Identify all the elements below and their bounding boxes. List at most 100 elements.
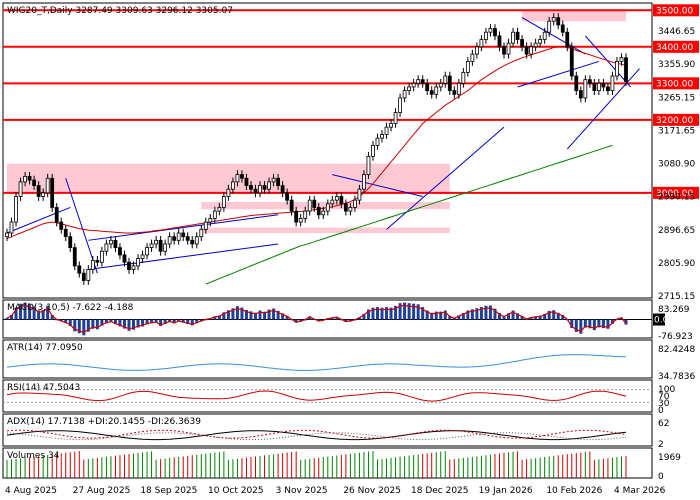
macd-bar-118 [538,315,542,320]
candle-body-127 [578,90,583,99]
macd-bar-130 [592,319,596,331]
candle-body-133 [606,86,610,92]
indicator-panel-4: 62 2 ADX(14) 17.7138 +DI:20.1455 -DI:26.36… [2,413,669,450]
macd-bar-95 [434,311,438,320]
candle-body-59 [271,177,276,183]
candle-body-81 [371,144,375,157]
candle-body-76 [348,207,353,212]
candle-body-118 [538,39,543,44]
candle-77 [353,195,357,212]
macd-bar-29 [136,319,140,328]
candle-body-126 [574,75,579,92]
candle-body-87 [398,97,402,113]
candle-46 [212,206,217,223]
macd-bar-73 [335,316,339,320]
candle-79 [362,170,366,194]
macd-bar-9 [46,305,50,320]
candle-85 [389,119,393,132]
candle-body-24 [113,239,118,249]
candle-11 [54,203,59,227]
macd-bar-23 [109,319,113,323]
candle-51 [235,170,240,187]
macd-bar-47 [217,315,221,320]
macd-bar-78 [357,317,361,320]
x-axis: 4 Aug 2025 27 Aug 2025 18 Sep 2025 10 Oct 2… [5,486,666,496]
candle-body-9 [45,177,50,194]
candle-body-44 [203,221,208,230]
candle-body-90 [411,82,416,88]
candle-body-91 [416,79,421,84]
candle-body-105 [479,39,484,48]
macd-bar-129 [588,319,592,329]
candle-27 [127,257,131,274]
macd-bar-102 [466,310,470,320]
candle-body-52 [240,174,244,179]
macd-bar-90 [412,303,416,320]
macd-bar-131 [597,319,601,328]
candle-body-3 [18,181,23,197]
candle-87 [398,93,402,117]
macd-bar-54 [249,311,253,320]
candle-body-6 [32,179,37,186]
candle-body-97 [443,75,448,84]
candle-0 [5,228,9,242]
candle-body-95 [434,86,439,95]
macd-bar-14 [68,319,72,327]
candle-body-2 [14,196,18,223]
macd-bar-100 [457,315,461,320]
candle-body-92 [420,79,425,84]
candle-53 [244,173,249,190]
candle-body-129 [587,79,592,84]
macd-bar-25 [118,319,122,327]
macd-bar-28 [132,319,136,330]
macd-bar-106 [484,305,488,320]
candle-81 [371,141,375,161]
candle-15 [72,243,77,271]
x-tick-label-2: 18 Sep 2025 [140,486,197,496]
level-tag-0: 3500.00 [653,4,699,17]
macd-bar-1 [10,314,14,320]
candle-body-15 [72,247,77,267]
macd-bar-21 [100,319,104,326]
x-tick-label-6: 18 Dec 2025 [411,486,469,496]
y-tick-label-5: 2990.15 [658,193,695,203]
zone-2 [201,227,450,234]
candle-49 [226,184,231,201]
macd-bar-32 [150,319,154,324]
macd-bar-89 [407,303,411,320]
macd-bar-60 [276,310,280,320]
macd-bar-20 [95,319,99,330]
candle-body-54 [249,185,253,190]
candle-body-13 [63,228,68,238]
candle-110 [502,42,506,59]
macd-bar-83 [380,307,384,320]
macd-bar-75 [344,319,348,322]
candle-body-122 [556,17,561,26]
candle-107 [488,24,493,37]
candle-71 [325,199,330,216]
candle-84 [384,122,389,139]
candle-body-100 [456,82,461,95]
candle-41 [190,235,195,249]
indicator-2-tick-0: 82.4248 [658,345,695,355]
macd-bar-37 [172,319,176,324]
candle-3 [18,177,23,201]
candle-122 [556,13,561,30]
macd-bar-40 [186,319,190,325]
candle-60 [276,173,280,190]
macd-bar-48 [222,312,226,320]
macd-bar-53 [244,310,248,320]
candle-111 [506,38,511,59]
y-tick-label-3: 3171.65 [658,126,695,136]
candle-118 [538,35,543,48]
candle-body-55 [253,188,258,194]
candle-body-66 [303,210,308,219]
candle-body-131 [596,82,601,92]
macd-bar-13 [64,319,68,324]
candle-body-65 [298,218,303,223]
candle-48 [221,192,226,212]
candle-119 [542,27,547,44]
candle-body-49 [226,188,231,197]
